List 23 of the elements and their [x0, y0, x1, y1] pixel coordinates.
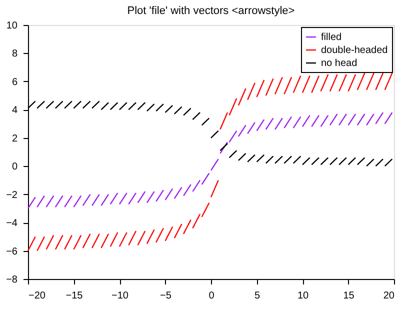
x-tick-label: 15 [343, 290, 355, 302]
y-tick-label: −6 [6, 246, 18, 258]
y-tick-label: −8 [6, 274, 18, 286]
legend-label: double-headed [321, 45, 388, 56]
x-tick-label: 20 [383, 290, 395, 302]
x-tick-label: 0 [208, 290, 215, 302]
x-tick-label: −20 [28, 290, 46, 302]
legend-label: no head [321, 58, 358, 69]
x-tick-label: −15 [66, 290, 84, 302]
y-tick-label: 0 [12, 162, 18, 173]
y-tick-label: 8 [12, 48, 18, 60]
chart-title: Plot 'file' with vectors <arrowstyle> [127, 5, 295, 17]
x-tick-label: −5 [160, 290, 172, 302]
y-tick-label: −2 [6, 190, 18, 201]
y-tick-label: 6 [12, 76, 18, 88]
x-tick-label: 10 [297, 290, 309, 302]
x-tick-label: −10 [112, 290, 129, 302]
y-tick-label: 4 [12, 105, 18, 116]
y-tick-label: 2 [12, 133, 18, 144]
y-tick-label: 10 [6, 20, 18, 32]
x-tick-label: 5 [254, 290, 260, 302]
legend-label: filled [321, 32, 342, 43]
y-tick-label: −4 [6, 218, 18, 230]
